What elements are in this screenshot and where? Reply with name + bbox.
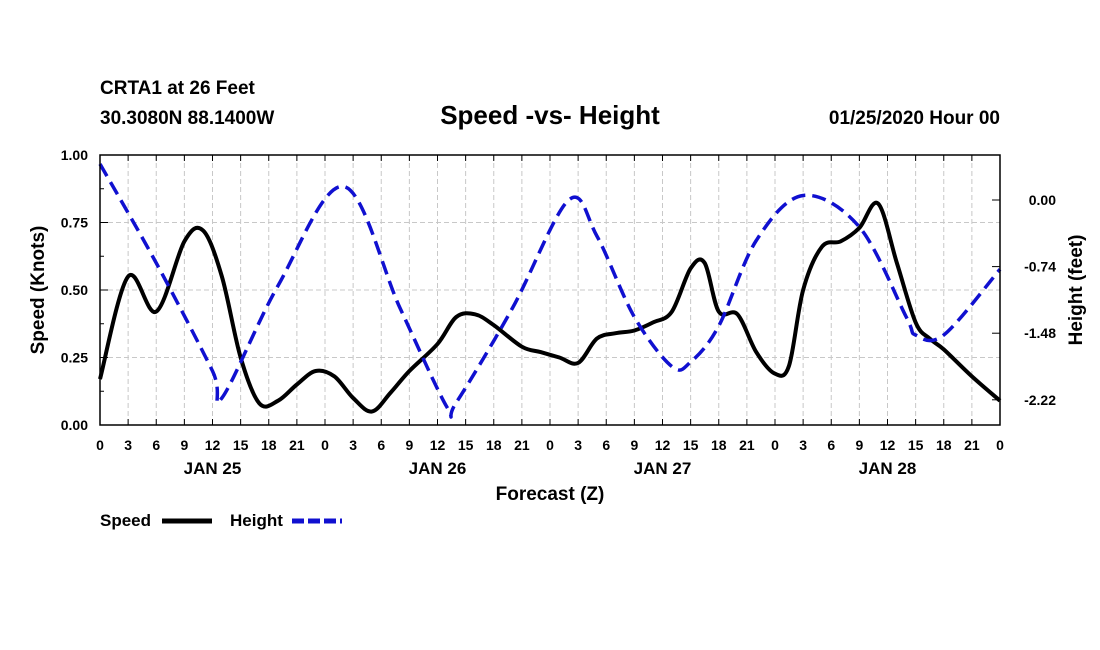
legend-height-label: Height	[230, 511, 283, 530]
x-tick-label: 9	[855, 437, 863, 453]
grid-lines	[100, 155, 1000, 425]
y-right-tick-label: -1.48	[1024, 325, 1056, 341]
location-label: 30.3080N 88.1400W	[100, 108, 274, 129]
x-tick-label: 12	[655, 437, 671, 453]
x-tick-label: 15	[458, 437, 474, 453]
y-right-tick-label: 0.00	[1029, 192, 1056, 208]
x-tick-label: 21	[964, 437, 980, 453]
station-label: CRTA1 at 26 Feet	[100, 78, 256, 99]
x-tick-label: 15	[233, 437, 249, 453]
x-tick-label: 18	[936, 437, 952, 453]
y-left-tick-label: 0.25	[61, 350, 88, 366]
x-axis-label: Forecast (Z)	[496, 484, 605, 505]
y-left-tick-label: 1.00	[61, 147, 88, 163]
x-tick-label: 18	[486, 437, 502, 453]
x-tick-label: 0	[96, 437, 104, 453]
x-tick-label: 12	[880, 437, 896, 453]
axis-ticks: 0 3 6 9 12 15 18 21 0 3 6 9 12 15 18 21 0 3 6 9 12 15 18 21 0 3 6 9…	[61, 147, 1056, 478]
x-tick-label: 21	[289, 437, 305, 453]
x-tick-label: 18	[261, 437, 277, 453]
x-tick-label: 18	[711, 437, 727, 453]
day-label: JAN 28	[859, 459, 917, 478]
x-tick-label: 3	[574, 437, 582, 453]
x-tick-label: 0	[321, 437, 329, 453]
x-tick-label: 0	[546, 437, 554, 453]
day-label: JAN 27	[634, 459, 692, 478]
day-label: JAN 25	[184, 459, 242, 478]
x-tick-label: 9	[180, 437, 188, 453]
legend-speed-label: Speed	[100, 511, 151, 530]
x-tick-label: 12	[430, 437, 446, 453]
series-line-height	[98, 163, 1002, 419]
x-tick-label: 3	[349, 437, 357, 453]
x-tick-label: 0	[996, 437, 1004, 453]
y-axis-right-label: Height (feet)	[1066, 235, 1087, 346]
x-tick-label: 6	[152, 437, 160, 453]
data-series	[98, 163, 1002, 419]
day-label: JAN 26	[409, 459, 467, 478]
legend: Speed Height	[100, 511, 342, 530]
x-tick-label: 12	[205, 437, 221, 453]
y-right-tick-label: -0.74	[1024, 259, 1056, 275]
x-tick-label: 0	[771, 437, 779, 453]
x-tick-label: 3	[124, 437, 132, 453]
y-left-tick-label: 0.50	[61, 282, 88, 298]
x-tick-label: 9	[405, 437, 413, 453]
series-line-speed	[98, 200, 1002, 414]
x-tick-label: 15	[908, 437, 924, 453]
x-tick-label: 6	[377, 437, 385, 453]
x-tick-label: 6	[602, 437, 610, 453]
timestamp-label: 01/25/2020 Hour 00	[829, 108, 1000, 129]
y-right-tick-label: -2.22	[1024, 392, 1056, 408]
chart-title: Speed -vs- Height	[440, 100, 660, 130]
y-axis-left-label: Speed (Knots)	[28, 226, 49, 355]
y-left-tick-label: 0.00	[61, 417, 88, 433]
x-tick-label: 21	[739, 437, 755, 453]
x-tick-label: 3	[799, 437, 807, 453]
x-tick-label: 15	[683, 437, 699, 453]
x-tick-label: 9	[630, 437, 638, 453]
x-tick-label: 21	[514, 437, 530, 453]
y-left-tick-label: 0.75	[61, 215, 88, 231]
x-tick-label: 6	[827, 437, 835, 453]
